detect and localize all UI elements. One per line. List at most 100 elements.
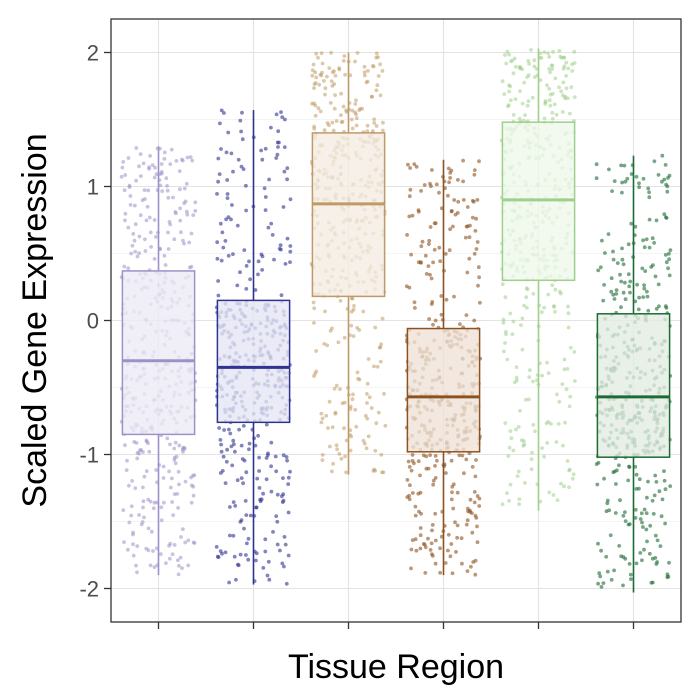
jitter-point bbox=[147, 165, 152, 170]
jitter-point bbox=[531, 379, 535, 384]
jitter-point bbox=[505, 49, 510, 54]
jitter-point bbox=[478, 300, 482, 305]
jitter-point bbox=[523, 113, 527, 117]
jitter-point bbox=[374, 51, 379, 56]
jitter-point bbox=[243, 499, 248, 503]
jitter-point bbox=[172, 458, 177, 462]
jitter-point bbox=[226, 130, 231, 135]
jitter-point bbox=[270, 233, 275, 237]
jitter-point bbox=[514, 365, 519, 369]
jitter-point bbox=[145, 204, 150, 209]
jitter-point bbox=[653, 533, 658, 538]
jitter-point bbox=[330, 425, 335, 430]
jitter-point bbox=[617, 463, 621, 468]
jitter-point bbox=[473, 513, 478, 518]
jitter-point bbox=[431, 482, 436, 487]
jitter-point bbox=[279, 247, 283, 252]
jitter-point bbox=[452, 294, 456, 299]
jitter-point bbox=[604, 554, 609, 559]
jitter-point bbox=[364, 446, 369, 451]
jitter-point bbox=[327, 399, 332, 404]
jitter-point bbox=[404, 284, 409, 289]
jitter-point bbox=[240, 137, 245, 142]
jitter-point bbox=[135, 254, 140, 259]
jitter-point bbox=[239, 518, 244, 523]
jitter-point bbox=[558, 291, 563, 296]
jitter-point bbox=[382, 392, 386, 396]
jitter-point bbox=[472, 500, 477, 505]
jitter-point bbox=[426, 536, 430, 541]
jitter-point bbox=[595, 482, 600, 487]
jitter-point bbox=[654, 307, 659, 311]
jitter-point bbox=[645, 495, 649, 500]
jitter-point bbox=[640, 520, 644, 525]
jitter-point bbox=[627, 464, 631, 469]
jitter-point bbox=[664, 260, 669, 265]
jitter-point bbox=[433, 318, 438, 323]
jitter-point bbox=[572, 61, 577, 65]
jitter-point bbox=[280, 494, 284, 499]
jitter-point bbox=[186, 563, 191, 568]
jitter-point bbox=[376, 74, 381, 78]
jitter-point bbox=[572, 350, 577, 354]
jitter-point bbox=[237, 427, 242, 432]
jitter-point bbox=[475, 524, 479, 529]
jitter-point bbox=[176, 558, 180, 563]
jitter-point bbox=[430, 554, 435, 558]
jitter-point bbox=[513, 64, 518, 69]
jitter-point bbox=[596, 581, 600, 586]
jitter-point bbox=[664, 306, 669, 310]
jitter-point bbox=[627, 284, 632, 289]
jitter-point bbox=[266, 559, 271, 564]
jitter-point bbox=[601, 581, 606, 585]
jitter-point bbox=[183, 199, 188, 204]
jitter-point bbox=[244, 470, 249, 475]
jitter-point bbox=[647, 217, 652, 222]
jitter-point bbox=[131, 553, 136, 558]
jitter-point bbox=[509, 436, 514, 441]
jitter-point bbox=[567, 404, 572, 409]
jitter-point bbox=[477, 275, 481, 280]
jitter-point bbox=[254, 558, 258, 563]
jitter-point bbox=[131, 232, 136, 236]
jitter-point bbox=[654, 480, 659, 484]
jitter-point bbox=[612, 568, 616, 573]
jitter-point bbox=[282, 564, 286, 569]
jitter-point bbox=[637, 295, 641, 300]
jitter-point bbox=[552, 305, 556, 309]
jitter-point bbox=[334, 383, 339, 388]
jitter-point bbox=[558, 54, 563, 59]
jitter-point bbox=[356, 376, 360, 381]
jitter-point bbox=[342, 426, 346, 431]
jitter-point bbox=[344, 110, 349, 114]
jitter-point bbox=[435, 458, 439, 463]
jitter-point bbox=[600, 238, 604, 243]
jitter-point bbox=[336, 340, 341, 345]
jitter-point bbox=[531, 423, 536, 427]
jitter-point bbox=[641, 525, 645, 529]
jitter-point bbox=[367, 395, 372, 400]
jitter-point bbox=[467, 235, 472, 240]
jitter-point bbox=[647, 245, 652, 250]
jitter-point bbox=[326, 426, 330, 430]
jitter-point bbox=[428, 225, 433, 229]
jitter-point bbox=[447, 180, 451, 185]
jitter-point bbox=[547, 86, 552, 91]
jitter-point bbox=[178, 206, 183, 211]
jitter-point bbox=[429, 276, 434, 281]
jitter-point bbox=[474, 247, 479, 251]
jitter-point bbox=[663, 253, 668, 257]
jitter-point bbox=[418, 473, 422, 478]
jitter-point bbox=[542, 116, 547, 121]
jitter-point bbox=[647, 551, 652, 556]
jitter-point bbox=[162, 150, 167, 155]
jitter-point bbox=[408, 166, 412, 170]
jitter-point bbox=[562, 357, 567, 362]
jitter-point bbox=[643, 269, 648, 273]
jitter-point bbox=[354, 123, 359, 128]
jitter-point bbox=[339, 91, 343, 96]
jitter-point bbox=[288, 469, 292, 474]
jitter-point bbox=[127, 520, 132, 525]
jitter-point bbox=[470, 465, 475, 469]
jitter-point bbox=[122, 264, 127, 269]
